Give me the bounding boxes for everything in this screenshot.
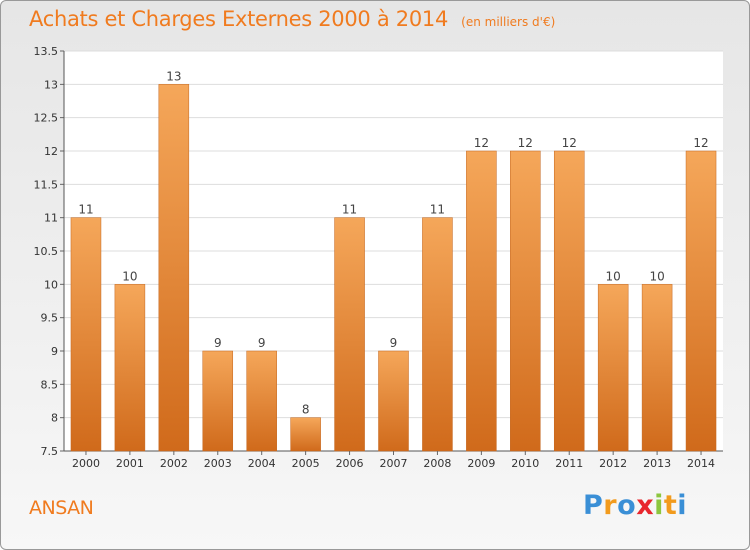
x-tick-label: 2011 xyxy=(555,457,583,470)
bar-value-label: 11 xyxy=(342,203,357,217)
bar xyxy=(114,284,146,452)
x-tick-label: 2008 xyxy=(423,457,451,470)
bar xyxy=(202,350,234,452)
x-tick-label: 2002 xyxy=(160,457,188,470)
chart-title: Achats et Charges Externes 2000 à 2014 xyxy=(29,7,449,31)
proxiti-logo[interactable]: Proxiti xyxy=(583,490,687,521)
y-tick-label: 13.5 xyxy=(34,45,59,58)
bar xyxy=(378,350,409,452)
chart-unit: (en milliers d'€) xyxy=(461,15,556,29)
logo-letter: r xyxy=(603,490,618,521)
y-tick-label: 8.5 xyxy=(41,378,59,391)
bar xyxy=(597,284,629,452)
x-tick-label: 2001 xyxy=(116,457,144,470)
bar-value-label: 12 xyxy=(693,136,708,150)
y-tick-label: 9 xyxy=(51,345,58,358)
x-tick-label: 2014 xyxy=(687,457,715,470)
y-tick-label: 12 xyxy=(44,145,58,158)
x-tick-label: 2013 xyxy=(643,457,671,470)
bar-value-label: 13 xyxy=(166,69,181,83)
bar-value-label: 9 xyxy=(214,336,222,350)
bar xyxy=(334,217,365,452)
bar xyxy=(158,84,190,452)
y-tick-label: 11 xyxy=(44,212,58,225)
y-tick-label: 7.5 xyxy=(41,445,59,458)
bar xyxy=(422,217,453,452)
bar xyxy=(685,150,717,452)
x-tick-label: 2010 xyxy=(511,457,539,470)
bar-value-label: 8 xyxy=(302,403,310,417)
x-tick-label: 2004 xyxy=(248,457,276,470)
logo-letter: t xyxy=(663,490,678,521)
x-tick-label: 2003 xyxy=(204,457,232,470)
x-tick-label: 2006 xyxy=(336,457,364,470)
logo-letter: i xyxy=(677,490,688,521)
bar xyxy=(553,150,585,452)
x-tick-label: 2000 xyxy=(72,457,100,470)
logo-letter: i xyxy=(654,490,664,521)
location-label: ANSAN xyxy=(29,497,94,519)
bar xyxy=(246,350,277,452)
bar-value-label: 12 xyxy=(562,136,577,150)
x-tick-label: 2007 xyxy=(380,457,408,470)
x-tick-label: 2012 xyxy=(599,457,627,470)
bar-value-label: 10 xyxy=(606,269,621,283)
bar-value-label: 12 xyxy=(518,136,533,150)
y-tick-label: 8 xyxy=(51,412,58,425)
y-tick-label: 10.5 xyxy=(34,245,59,258)
title-row: Achats et Charges Externes 2000 à 2014 (… xyxy=(29,7,555,31)
bar xyxy=(510,150,541,452)
logo-letter: x xyxy=(636,490,655,521)
y-tick-label: 10 xyxy=(44,278,58,291)
y-tick-label: 9.5 xyxy=(41,312,59,325)
logo-letter: o xyxy=(617,490,637,521)
bar-value-label: 11 xyxy=(430,203,445,217)
bar-value-label: 11 xyxy=(78,203,93,217)
bar-value-label: 10 xyxy=(649,269,664,283)
logo-letter: P xyxy=(583,490,604,521)
bar xyxy=(70,217,102,452)
bar-value-label: 9 xyxy=(258,336,266,350)
bar-value-label: 9 xyxy=(390,336,398,350)
y-tick-label: 13 xyxy=(44,78,58,91)
y-tick-label: 12.5 xyxy=(34,112,59,125)
bar xyxy=(466,150,497,452)
x-tick-label: 2009 xyxy=(467,457,495,470)
y-tick-label: 11.5 xyxy=(34,178,59,191)
bar xyxy=(641,284,673,452)
x-tick-label: 2005 xyxy=(292,457,320,470)
bar-value-label: 12 xyxy=(474,136,489,150)
bar xyxy=(290,417,321,452)
bar-value-label: 10 xyxy=(122,269,137,283)
